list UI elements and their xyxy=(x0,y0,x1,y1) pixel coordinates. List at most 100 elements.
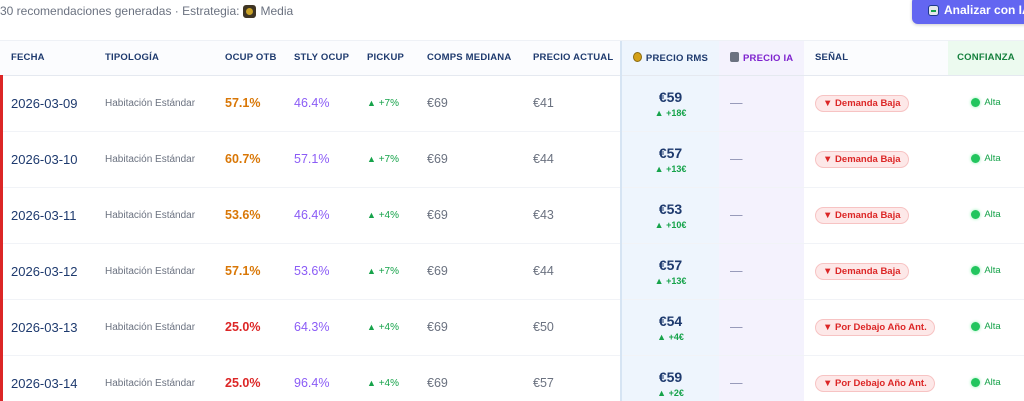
cell-confianza: Alta xyxy=(948,355,1024,401)
arrow-up-icon: ▲ xyxy=(657,331,667,342)
pickup-value: +7% xyxy=(378,265,399,277)
cell-stly-ocup: 46.4% xyxy=(283,187,356,244)
summary-text: 30 recomendaciones generadas · Estrategi… xyxy=(0,4,240,18)
confidence-label: Alta xyxy=(984,265,1001,276)
col-pickup[interactable]: PICKUP xyxy=(356,41,416,76)
arrow-down-icon: ▼ xyxy=(823,321,833,333)
table-row[interactable]: 2026-03-11 Habitación Estándar 53.6% 46.… xyxy=(0,187,1024,244)
col-senal[interactable]: SEÑAL xyxy=(804,41,948,76)
cell-tipologia: Habitación Estándar xyxy=(94,187,214,244)
signal-label: Demanda Baja xyxy=(835,97,901,109)
cell-fecha: 2026-03-12 xyxy=(0,243,94,300)
row-alert-accent xyxy=(0,75,3,401)
rms-delta: ▲ +13€ xyxy=(622,164,719,174)
pickup-value: +4% xyxy=(378,377,399,389)
cell-tipologia: Habitación Estándar xyxy=(94,355,214,401)
confidence-label: Alta xyxy=(984,321,1001,332)
cell-precio-ia: — xyxy=(719,299,804,356)
rms-price: €59 xyxy=(658,368,683,385)
pickup-value: +7% xyxy=(378,153,399,165)
col-ocup-otb[interactable]: OCUP OTB xyxy=(214,41,283,76)
cell-confianza: Alta xyxy=(948,75,1024,132)
money-bag-icon xyxy=(632,51,642,62)
pickup-value: +7% xyxy=(378,97,399,109)
cell-precio-actual: €44 xyxy=(522,131,621,188)
rms-price: €53 xyxy=(658,200,683,217)
cell-comps-mediana: €69 xyxy=(416,299,522,356)
cell-comps-mediana: €69 xyxy=(416,131,522,188)
cell-pickup: ▲ +4% xyxy=(356,355,416,401)
status-dot-icon xyxy=(971,98,981,107)
ia-price: — xyxy=(730,376,743,390)
cell-fecha: 2026-03-09 xyxy=(0,75,94,132)
rms-price: €57 xyxy=(658,144,683,161)
cell-pickup: ▲ +4% xyxy=(356,299,416,356)
pickup-value: +4% xyxy=(378,321,399,333)
confidence-label: Alta xyxy=(984,209,1001,220)
confidence-label: Alta xyxy=(984,97,1001,108)
rms-delta: ▲ +13€ xyxy=(622,276,719,286)
arrow-up-icon: ▲ xyxy=(367,209,376,220)
ia-price: — xyxy=(730,96,743,110)
cell-confianza: Alta xyxy=(948,131,1024,188)
cell-stly-ocup: 64.3% xyxy=(283,299,356,356)
cell-precio-rms: €53 ▲ +10€ xyxy=(620,187,719,244)
table-row[interactable]: 2026-03-12 Habitación Estándar 57.1% 53.… xyxy=(0,243,1024,300)
cell-ocup-otb: 57.1% xyxy=(214,75,283,132)
table-row[interactable]: 2026-03-13 Habitación Estándar 25.0% 64.… xyxy=(0,299,1024,356)
rms-delta: ▲ +10€ xyxy=(622,220,719,230)
cell-precio-actual: €57 xyxy=(522,355,621,401)
col-precio-rms[interactable]: PRECIO RMS xyxy=(620,41,719,76)
cell-fecha: 2026-03-13 xyxy=(0,299,94,356)
arrow-up-icon: ▲ xyxy=(654,219,664,230)
col-fecha[interactable]: FECHA xyxy=(0,41,94,76)
col-stly-ocup[interactable]: STLY OCUP xyxy=(283,41,356,76)
col-confianza[interactable]: CONFIANZA xyxy=(948,41,1024,76)
col-precio-actual[interactable]: PRECIO ACTUAL xyxy=(522,41,621,76)
cell-precio-ia: — xyxy=(719,243,804,300)
cell-comps-mediana: €69 xyxy=(416,355,522,401)
table-row[interactable]: 2026-03-14 Habitación Estándar 25.0% 96.… xyxy=(0,355,1024,401)
arrow-down-icon: ▼ xyxy=(823,153,833,165)
col-precio-ia[interactable]: PRECIO IA xyxy=(719,41,804,76)
signal-label: Demanda Baja xyxy=(835,209,901,221)
signal-badge: ▼ Por Debajo Año Ant. xyxy=(815,318,935,336)
rms-delta: ▲ +4€ xyxy=(622,332,719,342)
rms-delta-value: +4€ xyxy=(668,331,684,342)
col-comps-mediana[interactable]: COMPS MEDIANA xyxy=(416,41,522,76)
cell-confianza: Alta xyxy=(948,187,1024,244)
cell-precio-rms: €59 ▲ +2€ xyxy=(620,355,719,401)
rms-delta-value: +13€ xyxy=(666,275,687,286)
cell-fecha: 2026-03-11 xyxy=(0,187,94,244)
cell-precio-rms: €54 ▲ +4€ xyxy=(620,299,719,356)
cell-precio-actual: €44 xyxy=(522,243,621,300)
col-tipologia[interactable]: TIPOLOGÍA xyxy=(94,41,214,76)
cell-fecha: 2026-03-14 xyxy=(0,355,94,401)
col-precio-ia-label: PRECIO IA xyxy=(743,52,794,64)
cell-comps-mediana: €69 xyxy=(416,75,522,132)
confidence-label: Alta xyxy=(984,153,1001,164)
analyze-with-ai-button[interactable]: Analizar con IA xyxy=(912,0,1024,24)
rms-delta: ▲ +2€ xyxy=(622,388,719,398)
signal-label: Por Debajo Año Ant. xyxy=(835,321,927,333)
signal-badge: ▼ Demanda Baja xyxy=(815,262,909,280)
cell-comps-mediana: €69 xyxy=(416,243,522,300)
cell-precio-rms: €57 ▲ +13€ xyxy=(620,243,719,300)
cell-precio-rms: €57 ▲ +13€ xyxy=(620,131,719,188)
cell-precio-actual: €43 xyxy=(522,187,621,244)
cell-precio-ia: — xyxy=(719,187,804,244)
recommendations-summary: 30 recomendaciones generadas · Estrategi… xyxy=(0,4,293,18)
rms-delta-value: +2€ xyxy=(668,387,684,398)
rms-price: €57 xyxy=(658,256,683,273)
strategy-value: Media xyxy=(260,4,294,18)
table-row[interactable]: 2026-03-10 Habitación Estándar 60.7% 57.… xyxy=(0,131,1024,188)
cell-senal: ▼ Por Debajo Año Ant. xyxy=(804,299,948,356)
cell-ocup-otb: 25.0% xyxy=(214,299,283,356)
cell-senal: ▼ Demanda Baja xyxy=(804,187,948,244)
ia-price: — xyxy=(730,264,743,278)
cell-tipologia: Habitación Estándar xyxy=(94,299,214,356)
table-row[interactable]: 2026-03-09 Habitación Estándar 57.1% 46.… xyxy=(0,75,1024,132)
signal-badge: ▼ Demanda Baja xyxy=(815,206,909,224)
signal-badge: ▼ Por Debajo Año Ant. xyxy=(815,374,935,392)
signal-badge: ▼ Demanda Baja xyxy=(815,150,909,168)
